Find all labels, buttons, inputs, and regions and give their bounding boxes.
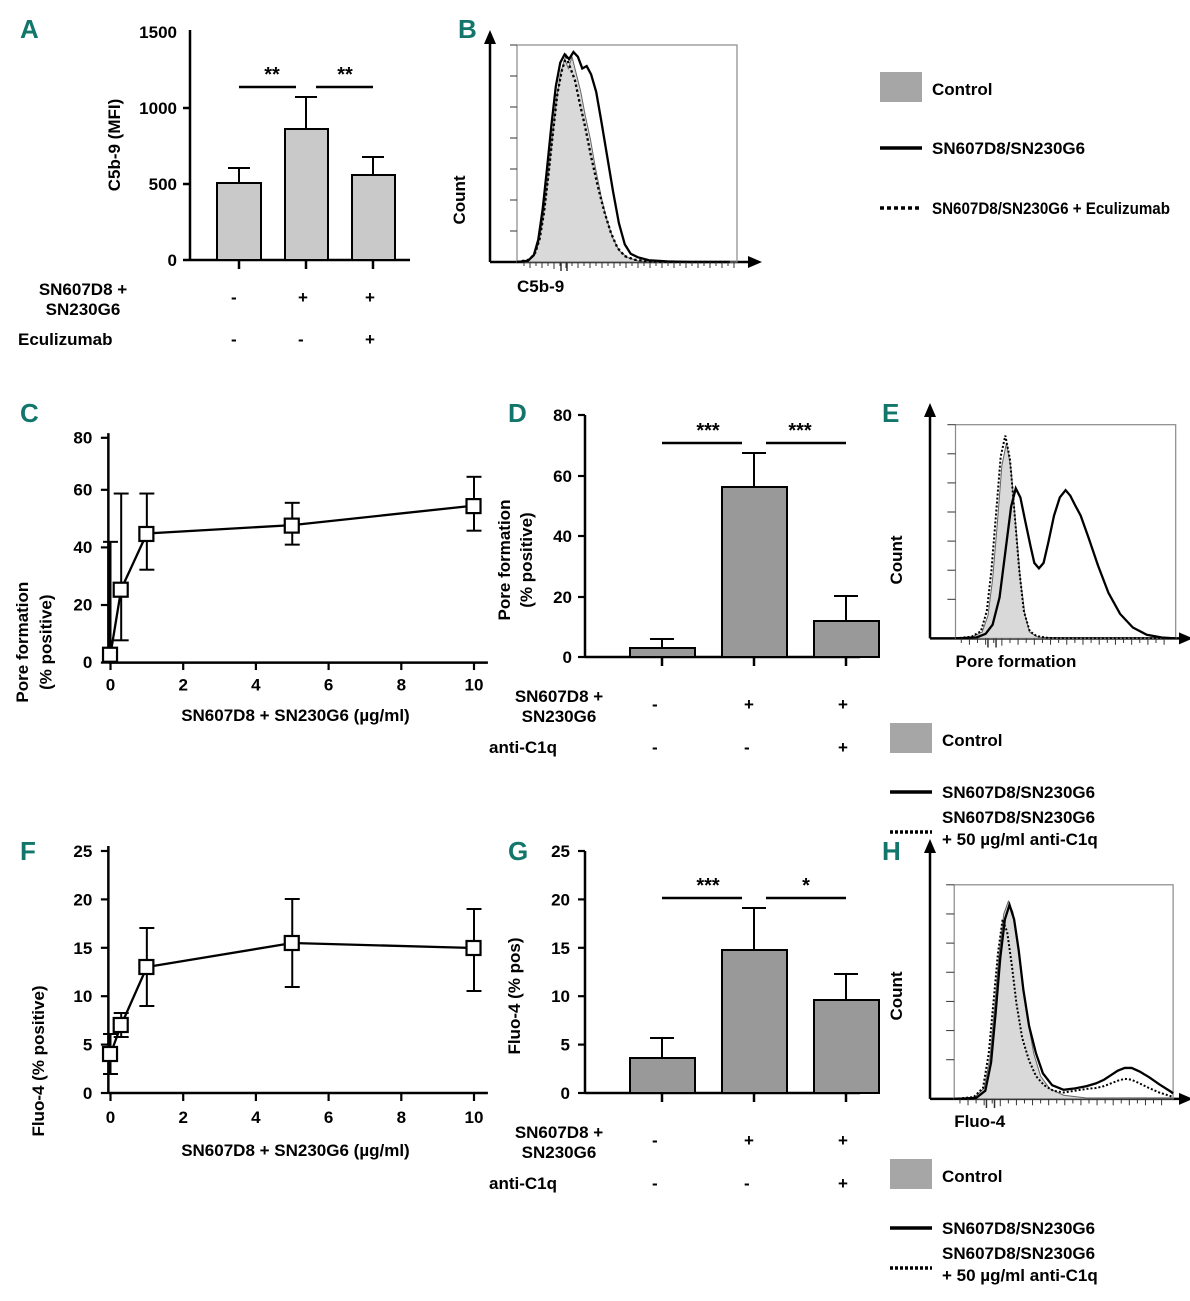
svg-text:SN607D8/SN230G6: SN607D8/SN230G6	[942, 783, 1095, 802]
svg-text:SN607D8/SN230G6: SN607D8/SN230G6	[942, 808, 1095, 827]
svg-text:6: 6	[324, 675, 333, 694]
svg-text:20: 20	[73, 890, 92, 909]
svg-text:80: 80	[73, 428, 92, 447]
svg-text:***: ***	[696, 420, 720, 442]
svg-text:Fluo-4: Fluo-4	[954, 1112, 1006, 1131]
svg-text:SN607D8 + SN230G6 (µg/ml): SN607D8 + SN230G6 (µg/ml)	[181, 706, 410, 725]
svg-text:8: 8	[397, 1108, 406, 1127]
svg-text:(% positive): (% positive)	[37, 594, 56, 689]
svg-text:40: 40	[553, 527, 572, 546]
svg-text:0: 0	[106, 1108, 115, 1127]
svg-text:Control: Control	[932, 80, 992, 99]
svg-text:15: 15	[73, 939, 92, 958]
svg-text:Pore formation: Pore formation	[13, 582, 32, 703]
svg-text:SN607D8 + SN230G6 (µg/ml): SN607D8 + SN230G6 (µg/ml)	[181, 1141, 410, 1160]
svg-text:0: 0	[83, 1084, 92, 1103]
svg-text:1000: 1000	[139, 99, 177, 118]
svg-text:2: 2	[178, 1108, 187, 1127]
svg-text:6: 6	[324, 1108, 333, 1127]
svg-text:0: 0	[561, 1084, 570, 1103]
svg-text:5: 5	[83, 1036, 92, 1055]
svg-text:Count: Count	[887, 971, 906, 1020]
svg-text:*: *	[802, 875, 810, 897]
svg-text:0: 0	[563, 648, 572, 667]
svg-text:+ 50 µg/ml anti-C1q: + 50 µg/ml anti-C1q	[942, 1266, 1098, 1285]
svg-text:60: 60	[553, 467, 572, 486]
svg-text:Count: Count	[887, 535, 906, 584]
svg-text:80: 80	[553, 406, 572, 425]
svg-text:***: ***	[788, 420, 812, 442]
svg-text:Control: Control	[942, 731, 1002, 750]
svg-text:20: 20	[73, 596, 92, 615]
svg-text:5: 5	[561, 1036, 570, 1055]
svg-text:20: 20	[553, 588, 572, 607]
svg-text:**: **	[337, 64, 353, 86]
svg-text:20: 20	[551, 890, 570, 909]
svg-text:Pore formation: Pore formation	[956, 652, 1077, 671]
svg-text:0: 0	[106, 675, 115, 694]
svg-text:10: 10	[465, 675, 484, 694]
svg-text:10: 10	[551, 987, 570, 1006]
svg-text:1500: 1500	[139, 23, 177, 42]
svg-text:Control: Control	[942, 1167, 1002, 1186]
svg-text:Fluo-4 (% pos): Fluo-4 (% pos)	[505, 937, 524, 1054]
svg-text:10: 10	[73, 987, 92, 1006]
svg-text:0: 0	[168, 251, 177, 270]
svg-text:SN607D8/SN230G6: SN607D8/SN230G6	[932, 139, 1085, 158]
svg-text:25: 25	[551, 842, 570, 861]
svg-text:**: **	[264, 64, 280, 86]
svg-text:SN607D8/SN230G6 + Eculizumab: SN607D8/SN230G6 + Eculizumab	[932, 199, 1170, 218]
svg-text:Pore formation: Pore formation	[495, 500, 514, 621]
svg-text:Count: Count	[450, 175, 469, 224]
svg-text:8: 8	[397, 675, 406, 694]
svg-text:40: 40	[73, 538, 92, 557]
svg-text:***: ***	[696, 875, 720, 897]
svg-text:C5b-9 (MFI): C5b-9 (MFI)	[105, 99, 124, 192]
svg-text:2: 2	[178, 675, 187, 694]
svg-text:4: 4	[251, 675, 261, 694]
svg-text:Fluo-4 (% positive): Fluo-4 (% positive)	[29, 985, 48, 1136]
svg-text:4: 4	[251, 1108, 261, 1127]
svg-text:10: 10	[465, 1108, 484, 1127]
svg-text:C5b-9: C5b-9	[517, 277, 564, 296]
svg-text:500: 500	[149, 175, 177, 194]
svg-text:15: 15	[551, 939, 570, 958]
svg-text:SN607D8/SN230G6: SN607D8/SN230G6	[942, 1219, 1095, 1238]
svg-text:0: 0	[83, 653, 92, 672]
svg-text:60: 60	[73, 480, 92, 499]
svg-text:(% positive): (% positive)	[517, 512, 536, 607]
svg-text:25: 25	[73, 842, 92, 861]
svg-text:SN607D8/SN230G6: SN607D8/SN230G6	[942, 1244, 1095, 1263]
